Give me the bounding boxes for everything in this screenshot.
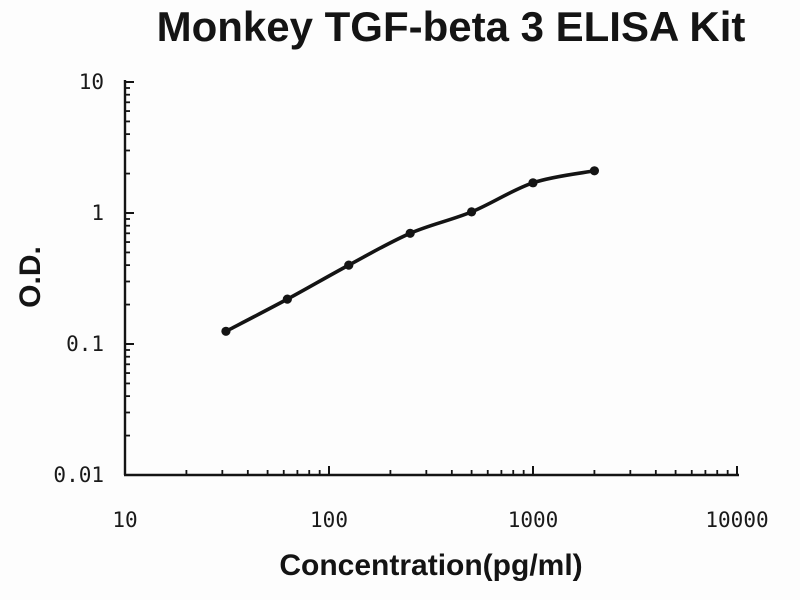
x-axis-label: Concentration(pg/ml)	[279, 549, 583, 582]
data-point-marker	[589, 166, 600, 176]
chart-title: Monkey TGF-beta 3 ELISA Kit	[156, 3, 746, 50]
data-point-marker	[405, 228, 415, 238]
x-tick-label: 10	[112, 508, 137, 532]
y-tick-label: 0.01	[53, 463, 104, 487]
data-point-marker	[528, 178, 538, 188]
x-tick-label: 10000	[705, 508, 768, 532]
data-point-marker	[221, 326, 231, 336]
y-tick-label: 10	[79, 70, 104, 94]
x-tick-label: 1000	[508, 508, 559, 532]
standard-curve-line	[224, 168, 597, 334]
data-point-marker	[282, 294, 292, 304]
y-tick-label: 1	[91, 201, 104, 225]
x-tick-label: 100	[310, 508, 348, 532]
y-tick-label: 0.1	[66, 332, 104, 356]
data-point-marker	[344, 260, 354, 270]
data-point-marker	[466, 207, 477, 217]
